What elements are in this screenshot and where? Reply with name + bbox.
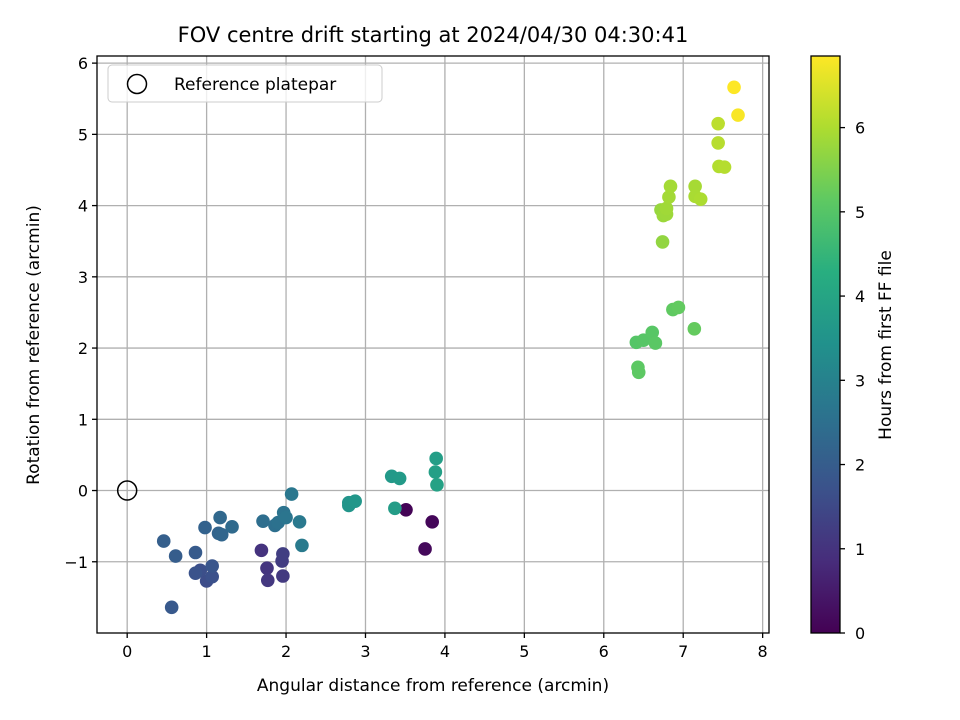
data-points [156,80,745,615]
data-point [425,515,440,529]
legend-marker-icon [126,73,148,95]
y-tick-label: 1 [78,410,88,429]
data-point [348,494,362,509]
data-point [399,502,413,517]
data-point [392,471,407,486]
y-tick-label: 0 [78,482,88,501]
data-point [711,116,725,131]
data-point [731,108,745,122]
data-point [655,235,670,249]
colorbar-tick-label: 3 [855,371,865,390]
x-tick-label: 5 [519,642,529,661]
data-point [214,527,229,542]
grid [97,56,769,633]
data-point [663,179,678,194]
colorbar-tick-label: 5 [855,203,865,222]
data-point [276,547,290,561]
data-point [429,451,443,466]
data-point [631,365,646,380]
y-tick-label: 5 [78,125,88,144]
y-tick-label: 6 [78,54,88,73]
colorbar-tick-label: 4 [855,287,865,306]
colorbar-tick-label: 1 [855,540,865,559]
x-tick-label: 7 [678,642,688,661]
data-point [164,600,179,615]
data-point [645,325,660,340]
data-point [260,561,274,575]
y-tick-label: 2 [78,339,88,358]
data-point [687,322,702,336]
data-point [279,510,293,525]
data-point [205,559,219,573]
data-point [156,534,171,548]
data-point [276,569,290,583]
data-point [648,336,663,350]
data-point [662,190,676,204]
data-point [292,515,307,529]
x-tick-label: 8 [758,642,768,661]
y-tick-label: −1 [64,553,88,572]
data-point [295,538,309,553]
x-tick-label: 2 [281,642,291,661]
y-tick-label: 3 [78,268,88,287]
x-tick-label: 1 [202,642,212,661]
colorbar-ticks: 0 1 2 3 4 5 6 [840,119,865,643]
data-point [418,542,432,556]
data-point [198,520,212,535]
data-point [688,179,702,194]
chart-title: FOV centre drift starting at 2024/04/30 … [178,23,689,47]
colorbar-frame [810,55,841,634]
data-point [717,160,732,174]
legend: Reference platepar [107,64,383,103]
data-point [711,136,725,150]
legend-entry-label: Reference platepar [174,75,336,95]
data-point [693,192,708,206]
data-point [188,566,203,580]
colorbar-gradient [811,56,840,633]
plot-frame [96,55,770,634]
data-point [659,201,674,216]
x-tick-label: 4 [440,642,450,661]
axis-ticks: 0 1 2 3 4 5 6 7 8 −1 0 1 2 3 4 5 6 [64,54,767,661]
data-point [430,478,444,492]
colorbar-tick-label: 0 [855,624,865,643]
data-point [168,549,183,563]
data-point [727,80,741,95]
x-tick-label: 3 [360,642,370,661]
y-axis-label: Rotation from reference (arcmin) [24,205,44,485]
reference-platepar-marker [116,480,138,501]
colorbar: 0 1 2 3 4 5 6 Hours from first FF file [810,55,896,643]
data-point [671,300,686,315]
y-tick-label: 4 [78,197,88,216]
x-axis-label: Angular distance from reference (arcmin) [257,676,609,696]
data-point [284,487,299,501]
data-point [205,569,219,584]
colorbar-tick-label: 2 [855,456,865,475]
data-point [388,501,402,516]
data-point [260,573,275,588]
data-point [254,543,269,558]
x-tick-label: 6 [599,642,609,661]
data-point [428,465,443,479]
data-point [225,520,239,534]
x-tick-label: 0 [122,642,132,661]
data-point [213,510,227,525]
legend-box [107,64,383,103]
data-point [188,545,203,560]
colorbar-tick-label: 6 [855,119,865,138]
colorbar-label: Hours from first FF file [876,250,896,440]
data-point [636,333,651,348]
data-point [256,514,270,528]
